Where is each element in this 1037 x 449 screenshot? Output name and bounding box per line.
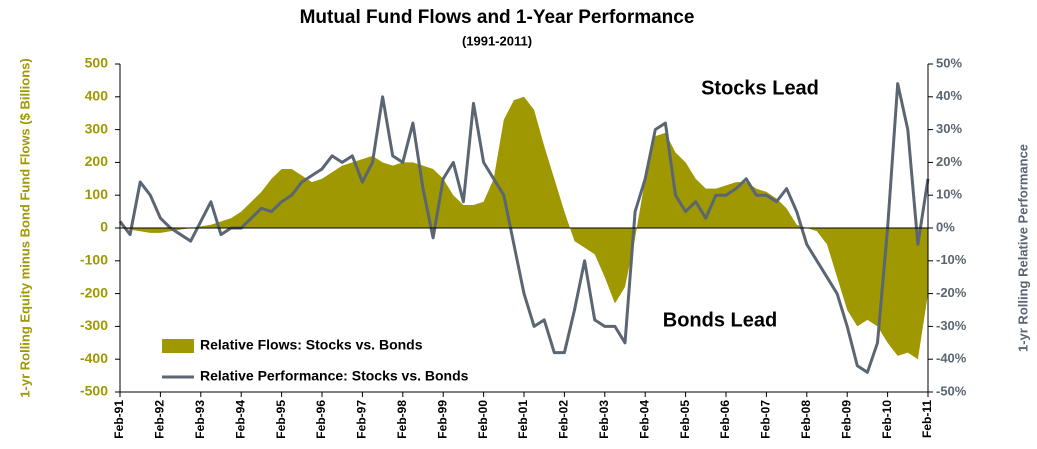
y2-tick-label: -20%	[936, 285, 967, 300]
y-axis-label: 1-yr Rolling Equity minus Bond Fund Flow…	[17, 58, 32, 397]
x-tick-label: Feb-05	[678, 400, 692, 439]
x-tick-label: Feb-03	[597, 400, 611, 439]
annotation: Bonds Lead	[663, 309, 777, 331]
x-tick-label: Feb-08	[799, 400, 813, 439]
y-tick-label: 300	[85, 120, 109, 136]
chart-subtitle: (1991-2011)	[462, 33, 532, 48]
y2-tick-label: -10%	[936, 252, 967, 267]
x-tick-label: Feb-11	[920, 400, 934, 438]
y2-tick-label: -50%	[936, 383, 967, 398]
x-tick-label: Feb-10	[880, 400, 894, 439]
y-tick-label: 500	[85, 55, 109, 71]
x-tick-label: Feb-96	[314, 400, 328, 439]
annotation: Stocks Lead	[701, 77, 819, 99]
legend-label: Relative Performance: Stocks vs. Bonds	[200, 368, 469, 384]
y-tick-label: 400	[85, 88, 109, 104]
y2-tick-label: 30%	[936, 121, 962, 136]
y-tick-label: -400	[80, 350, 108, 366]
x-tick-label: Feb-99	[435, 400, 449, 439]
x-tick-label: Feb-97	[355, 400, 369, 439]
y2-tick-label: 50%	[936, 55, 962, 70]
y2-tick-label: -30%	[936, 318, 967, 333]
x-tick-label: Feb-02	[557, 400, 571, 439]
y-tick-label: -300	[80, 317, 108, 333]
y2-axis-label: 1-yr Rolling Relative Performance	[1015, 144, 1030, 352]
x-tick-label: Feb-00	[476, 400, 490, 439]
x-tick-label: Feb-95	[274, 400, 288, 439]
y2-tick-label: 10%	[936, 187, 962, 202]
y-tick-label: 100	[85, 186, 109, 202]
y-tick-label: 0	[100, 219, 108, 235]
line	[118, 82, 930, 374]
y-tick-label: -200	[80, 284, 108, 300]
x-tick-label: Feb-09	[839, 400, 853, 439]
y-tick-label: -500	[80, 383, 108, 399]
y2-tick-label: 40%	[936, 88, 962, 103]
x-tick-label: Feb-07	[759, 400, 773, 439]
x-tick-label: Feb-04	[637, 400, 651, 439]
x-tick-label: Feb-93	[193, 400, 207, 439]
y2-tick-label: 0%	[936, 219, 955, 234]
x-tick-label: Feb-94	[233, 400, 247, 439]
x-tick-label: Feb-91	[112, 400, 126, 439]
x-tick-label: Feb-98	[395, 400, 409, 439]
chart-title: Mutual Fund Flows and 1-Year Performance	[300, 7, 695, 28]
y-tick-label: -100	[80, 252, 108, 268]
x-tick-label: Feb-01	[516, 400, 530, 439]
y-tick-label: 200	[85, 153, 109, 169]
area	[120, 96, 928, 360]
y2-tick-label: -40%	[936, 351, 967, 366]
x-tick-label: Feb-06	[718, 400, 732, 439]
legend-swatch	[162, 339, 194, 353]
x-tick-label: Feb-92	[153, 400, 167, 439]
legend-label: Relative Flows: Stocks vs. Bonds	[200, 337, 423, 353]
y2-tick-label: 20%	[936, 154, 962, 169]
